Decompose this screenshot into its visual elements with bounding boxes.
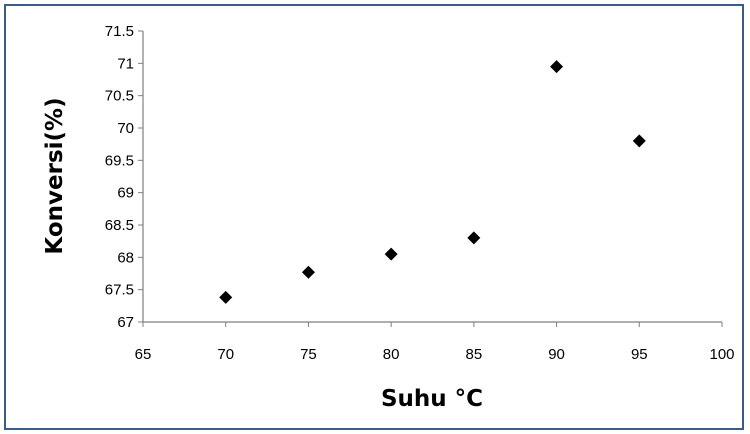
x-tick-label: 65 (135, 346, 152, 363)
x-axis-title: Suhu °C (381, 386, 483, 412)
x-tick-label: 100 (709, 346, 734, 363)
y-tick-label: 71 (117, 55, 134, 72)
y-tick-label: 67 (117, 314, 134, 331)
data-point (632, 134, 646, 148)
x-tick-label: 70 (217, 346, 234, 363)
x-tick-label: 80 (383, 346, 400, 363)
chart-frame (4, 4, 744, 430)
y-tick-label: 68.5 (105, 217, 134, 234)
x-tick-label: 90 (548, 346, 565, 363)
data-point (301, 265, 315, 279)
data-point (219, 290, 233, 304)
x-tick-label: 75 (300, 346, 317, 363)
y-tick-label: 69.5 (105, 152, 134, 169)
data-point (467, 231, 481, 245)
data-point (384, 247, 398, 261)
y-tick-label: 68 (117, 249, 134, 266)
data-point (550, 60, 564, 74)
y-tick-label: 67.5 (105, 282, 134, 299)
x-tick-label: 85 (466, 346, 483, 363)
chart-axes (142, 31, 722, 323)
x-tick-label: 95 (631, 346, 648, 363)
y-axis-title: Konversi(%) (42, 97, 68, 254)
y-tick-label: 70 (117, 120, 134, 137)
y-tick-label: 69 (117, 185, 134, 202)
chart-ticks: 67 67.5 68 68.5 69 69.5 70 70.5 71 71.5 65 70 75 80 85… (105, 23, 735, 363)
chart-points (219, 60, 646, 304)
y-tick-label: 71.5 (105, 23, 134, 40)
y-tick-label: 70.5 (105, 88, 134, 105)
